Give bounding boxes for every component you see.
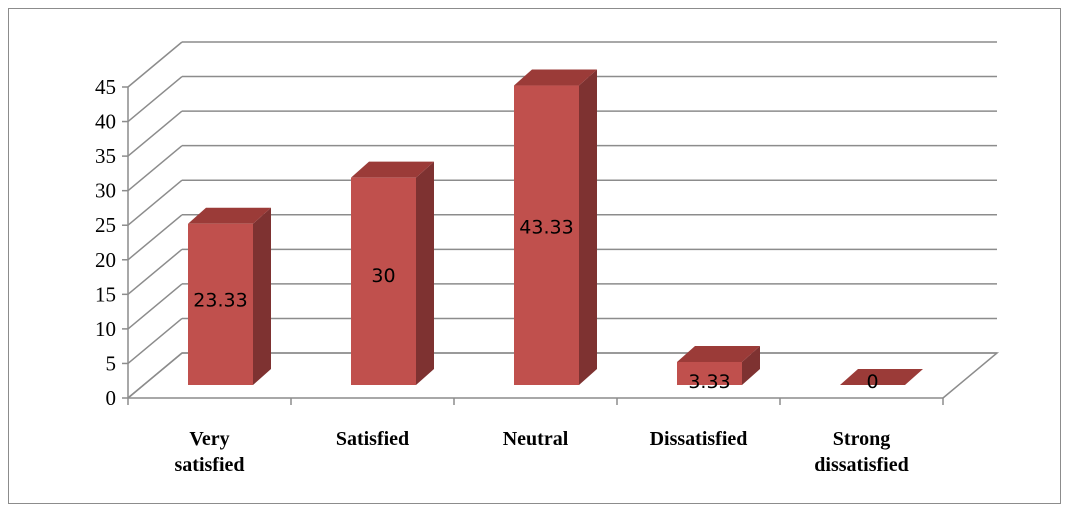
data-label: 43.33 [519, 216, 573, 238]
gridline-side [127, 214, 183, 261]
x-category-label: Dissatisfied [650, 428, 748, 450]
y-tick-label: 20 [95, 248, 116, 272]
bar-top [514, 69, 597, 86]
x-category-label: satisfied [175, 454, 245, 476]
bar-side [253, 207, 271, 385]
bar-top [840, 369, 923, 385]
y-tick-label: 5 [106, 351, 117, 375]
bar-top [351, 161, 434, 178]
x-category-label: Very [189, 428, 229, 450]
gridline-side [127, 179, 183, 226]
bar [677, 361, 742, 385]
gridline-side [127, 110, 183, 157]
gridline-side [127, 248, 183, 295]
bar [514, 85, 579, 385]
gridline-side [127, 317, 183, 365]
bar-side [416, 161, 434, 385]
bar-side [579, 69, 597, 385]
y-tick-label: 10 [95, 317, 116, 341]
x-category-label: Neutral [503, 428, 569, 450]
data-label: 3.33 [688, 371, 730, 393]
x-category-label: Strong [833, 428, 890, 450]
y-tick-label: 35 [95, 144, 116, 168]
bar-top [188, 207, 271, 224]
bar [188, 223, 253, 385]
y-tick-label: 0 [106, 386, 117, 410]
x-category-label: dissatisfied [814, 454, 908, 476]
data-label: 30 [371, 265, 395, 287]
y-tick-label: 15 [95, 282, 116, 306]
gridline-side [127, 283, 183, 330]
x-category-label: Satisfied [336, 428, 409, 450]
gridline-side [127, 145, 183, 192]
y-tick-label: 40 [95, 110, 116, 134]
gridline-side [127, 352, 183, 399]
gridline-side [127, 41, 183, 88]
bar [351, 177, 416, 385]
bar-side [742, 345, 760, 385]
bar-top [677, 345, 760, 362]
data-label: 23.33 [193, 290, 247, 312]
y-tick-label: 30 [95, 179, 116, 203]
y-tick-label: 45 [95, 75, 116, 99]
data-label: 0 [866, 371, 878, 393]
gridline-side [127, 75, 183, 123]
y-tick-label: 25 [95, 213, 116, 237]
